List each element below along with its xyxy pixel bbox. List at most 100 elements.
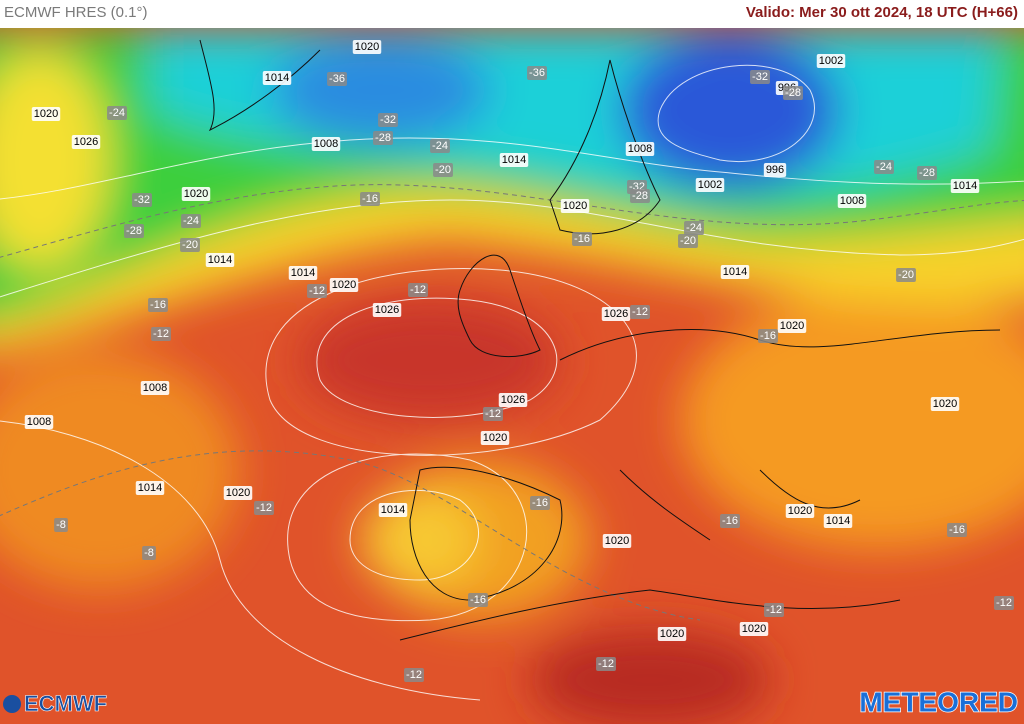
temperature-label-text: -8 <box>56 519 66 531</box>
pressure-label-text: 1014 <box>208 254 232 266</box>
temperature-label-box <box>994 596 1014 610</box>
pressure-label-box <box>71 135 101 149</box>
temperature-label: -16 <box>947 523 967 537</box>
temperature-label-box <box>254 501 274 515</box>
thickness-lines <box>0 184 1024 621</box>
temperature-label: -36 <box>327 72 347 86</box>
temperature-label-text: -32 <box>752 71 768 83</box>
temperature-label-text: -16 <box>532 497 548 509</box>
temperature-label: -8 <box>142 546 156 560</box>
temperature-label: -24 <box>181 214 201 228</box>
temperature-label: -32 <box>132 193 152 207</box>
temperature-label: -16 <box>360 192 380 206</box>
pressure-label-text: 1026 <box>375 304 399 316</box>
temperature-label-box <box>896 268 916 282</box>
temperature-label: -16 <box>530 496 550 510</box>
pressure-label: 1014 <box>262 71 292 85</box>
pressure-label-text: 1002 <box>819 55 843 67</box>
temperature-label-box <box>678 234 698 248</box>
temperature-label-text: -12 <box>485 408 501 420</box>
temperature-label: -28 <box>783 86 803 100</box>
temperature-label-box <box>468 593 488 607</box>
temperature-label-box <box>54 518 68 532</box>
temperature-label-box <box>917 166 937 180</box>
temperature-label-text: -32 <box>134 194 150 206</box>
temperature-label-text: -24 <box>432 140 448 152</box>
logo-left: ECMWF <box>3 691 107 716</box>
temperature-label-box <box>720 514 740 528</box>
temperature-label-text: -12 <box>632 306 648 318</box>
pressure-label: 1002 <box>695 178 725 192</box>
pressure-label-box <box>930 397 960 411</box>
temperature-label-box <box>132 193 152 207</box>
pressure-label: 1020 <box>31 107 61 121</box>
pressure-label: 1020 <box>480 431 510 445</box>
pressure-label: 1020 <box>657 627 687 641</box>
temperature-label-box <box>530 496 550 510</box>
pressure-label-text: 1014 <box>953 180 977 192</box>
temperature-label-box <box>180 238 200 252</box>
temperature-label: -16 <box>758 329 778 343</box>
temperature-label-box <box>758 329 778 343</box>
temperature-label-text: -16 <box>150 299 166 311</box>
pressure-label: 1020 <box>777 319 807 333</box>
pressure-label-text: 1014 <box>291 267 315 279</box>
temperature-label: -16 <box>572 232 592 246</box>
pressure-label-box <box>695 178 725 192</box>
temperature-label-box <box>148 298 168 312</box>
logo-text: ECMWF <box>24 691 107 716</box>
temperature-label: -16 <box>148 298 168 312</box>
pressure-label-box <box>720 265 750 279</box>
pressure-label: 1020 <box>223 486 253 500</box>
temperature-label-text: -12 <box>256 502 272 514</box>
temperature-label-box <box>373 131 393 145</box>
temperature-label-box <box>783 86 803 100</box>
temperature-label: -20 <box>896 268 916 282</box>
valid-time: Valido: Mer 30 ott 2024, 18 UTC (H+66) <box>746 4 1018 21</box>
temperature-label-text: -28 <box>126 225 142 237</box>
pressure-label-box <box>777 319 807 333</box>
temperature-label: -28 <box>630 189 650 203</box>
pressure-label: 1026 <box>71 135 101 149</box>
temperature-label-text: -12 <box>996 597 1012 609</box>
pressure-label: 1014 <box>950 179 980 193</box>
pressure-label-box <box>378 503 408 517</box>
temperature-label: -20 <box>678 234 698 248</box>
model-title: ECMWF HRES (0.1°) <box>4 4 148 21</box>
pressure-label-text: 1020 <box>780 320 804 332</box>
pressure-label: 996 <box>763 163 787 177</box>
pressure-label: 1026 <box>601 307 631 321</box>
pressure-label: 1014 <box>378 503 408 517</box>
pressure-label-text: 1014 <box>826 515 850 527</box>
temperature-label-text: -24 <box>109 107 125 119</box>
pressure-label: 1014 <box>288 266 318 280</box>
pressure-label: 1020 <box>181 187 211 201</box>
temperature-label-box <box>947 523 967 537</box>
pressure-label-box <box>657 627 687 641</box>
temperature-label-text: -24 <box>183 215 199 227</box>
pressure-label-text: 1014 <box>502 154 526 166</box>
map-area <box>0 28 1024 724</box>
temperature-label: -24 <box>430 139 450 153</box>
pressure-label: 1014 <box>720 265 750 279</box>
temperature-label-box <box>404 668 424 682</box>
temperature-label-text: -28 <box>632 190 648 202</box>
temperature-label-text: -12 <box>406 669 422 681</box>
temperature-label-text: -12 <box>598 658 614 670</box>
temperature-label: -28 <box>124 224 144 238</box>
pressure-label-text: 1020 <box>226 487 250 499</box>
logo-icon <box>3 695 21 713</box>
pressure-label-box <box>372 303 402 317</box>
temperature-label-text: -16 <box>470 594 486 606</box>
temperature-label-text: -36 <box>529 67 545 79</box>
temperature-label-text: -12 <box>309 285 325 297</box>
pressure-label-box <box>262 71 292 85</box>
pressure-label-text: 1020 <box>332 279 356 291</box>
temperature-label-box <box>874 160 894 174</box>
pressure-label-box <box>560 199 590 213</box>
pressure-label: 1014 <box>499 153 529 167</box>
pressure-label: 1008 <box>24 415 54 429</box>
temperature-label-box <box>596 657 616 671</box>
pressure-label-text: 996 <box>766 164 784 176</box>
pressure-label-box <box>31 107 61 121</box>
